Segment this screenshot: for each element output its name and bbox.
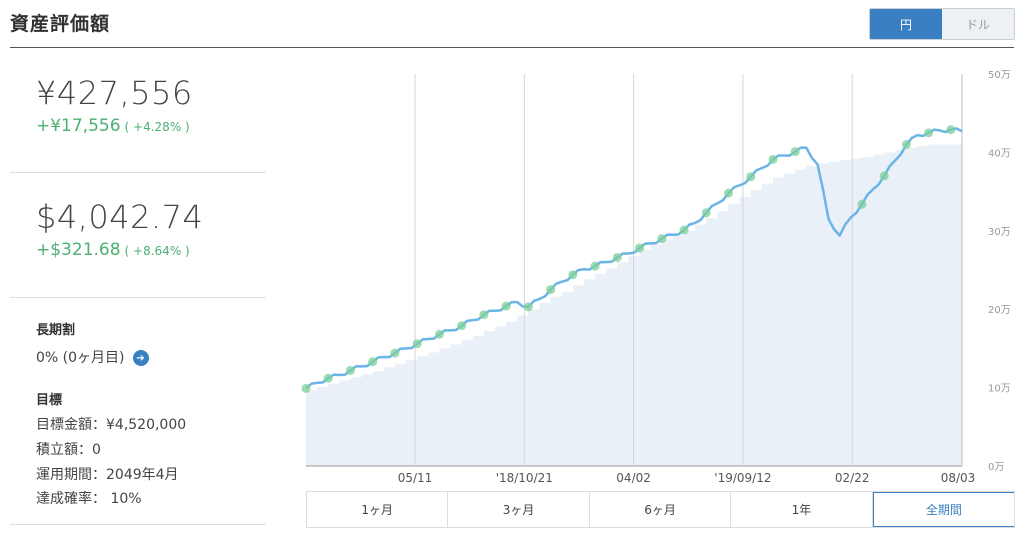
goal-probability: 達成確率： 10% — [36, 491, 142, 507]
y-tick-label: 50万 — [988, 70, 1011, 81]
transaction-marker — [457, 321, 467, 331]
range-button-1[interactable]: 3ヶ月 — [448, 492, 590, 527]
x-tick-label: '18/10/21 — [496, 471, 553, 485]
transaction-marker — [746, 172, 756, 182]
transaction-marker — [345, 365, 355, 375]
transaction-marker — [901, 140, 911, 150]
long-term-value: 0% (0ヶ月目) — [36, 350, 125, 366]
goal-reserve-amount: 積立額：0 — [36, 442, 101, 458]
usd-change-amount: +$321.68 — [36, 240, 121, 260]
page-title: 資産評価額 — [10, 13, 111, 35]
usd-change: +$321.68( +8.64% ) — [36, 240, 203, 260]
usd-summary: $4,042.74 +$321.68( +8.64% ) — [36, 198, 203, 260]
transaction-marker — [768, 154, 778, 164]
transaction-marker — [635, 243, 645, 253]
divider — [10, 297, 266, 298]
transaction-marker — [523, 302, 533, 312]
transaction-marker — [568, 270, 578, 280]
y-tick-label: 30万 — [988, 227, 1011, 238]
transaction-marker — [301, 383, 311, 393]
x-tick-label: '19/09/12 — [714, 471, 771, 485]
principal-area — [306, 144, 962, 466]
jpy-total: ¥427,556 — [36, 74, 193, 112]
transaction-marker — [612, 252, 622, 262]
transaction-marker — [879, 171, 889, 181]
usd-total: $4,042.74 — [36, 198, 204, 236]
y-tick-label: 20万 — [988, 305, 1011, 316]
transaction-marker — [390, 348, 400, 358]
range-button-3[interactable]: 1年 — [731, 492, 873, 527]
transaction-marker — [479, 310, 489, 320]
transaction-marker — [701, 208, 711, 218]
transaction-marker — [590, 261, 600, 271]
header-divider — [10, 47, 1014, 48]
transaction-marker — [790, 147, 800, 157]
goal-target-amount: 目標金額：¥4,520,000 — [36, 417, 187, 433]
transaction-marker — [412, 339, 422, 349]
x-tick-label: 02/22 — [835, 471, 870, 485]
transaction-marker — [368, 357, 378, 367]
dollar-button[interactable]: ドル — [942, 9, 1014, 39]
transaction-marker — [434, 329, 444, 339]
y-tick-label: 0万 — [988, 462, 1004, 473]
range-button-4[interactable]: 全期間 — [872, 492, 1015, 527]
transaction-marker — [946, 125, 956, 135]
transaction-marker — [323, 373, 333, 383]
transaction-marker — [679, 225, 689, 235]
range-selector: 1ヶ月 3ヶ月 6ヶ月 1年 全期間 — [306, 491, 1015, 528]
transaction-marker — [501, 301, 511, 311]
transaction-marker — [546, 285, 556, 295]
x-tick-label: 04/02 — [616, 471, 651, 485]
y-tick-label: 40万 — [988, 148, 1011, 159]
usd-change-pct: ( +8.64% ) — [124, 244, 190, 258]
range-button-2[interactable]: 6ヶ月 — [590, 492, 732, 527]
long-term-label: 長期割 — [36, 323, 76, 338]
yen-button[interactable]: 円 — [870, 9, 942, 39]
transaction-marker — [857, 199, 867, 209]
goal-period: 運用期間：2049年4月 — [36, 467, 179, 483]
jpy-change-amount: +¥17,556 — [36, 116, 121, 136]
jpy-change-pct: ( +4.28% ) — [124, 120, 190, 134]
y-tick-label: 10万 — [988, 384, 1011, 395]
goal-label: 目標 — [36, 393, 63, 408]
long-term-value-row: 0% (0ヶ月目) ➔ — [36, 347, 149, 367]
value-line — [305, 127, 963, 390]
arrow-right-icon[interactable]: ➔ — [132, 350, 149, 366]
range-button-0[interactable]: 1ヶ月 — [307, 492, 449, 527]
transaction-marker — [924, 128, 934, 138]
x-tick-label: 05/11 — [398, 471, 433, 485]
x-tick-label: 08/03 — [941, 471, 976, 485]
jpy-change: +¥17,556( +4.28% ) — [36, 116, 193, 136]
divider — [10, 172, 266, 173]
transaction-marker — [724, 188, 734, 198]
transaction-marker — [657, 234, 667, 244]
divider — [10, 524, 266, 525]
currency-toggle: 円 ドル — [869, 8, 1015, 40]
jpy-summary: ¥427,556 +¥17,556( +4.28% ) — [36, 74, 193, 136]
